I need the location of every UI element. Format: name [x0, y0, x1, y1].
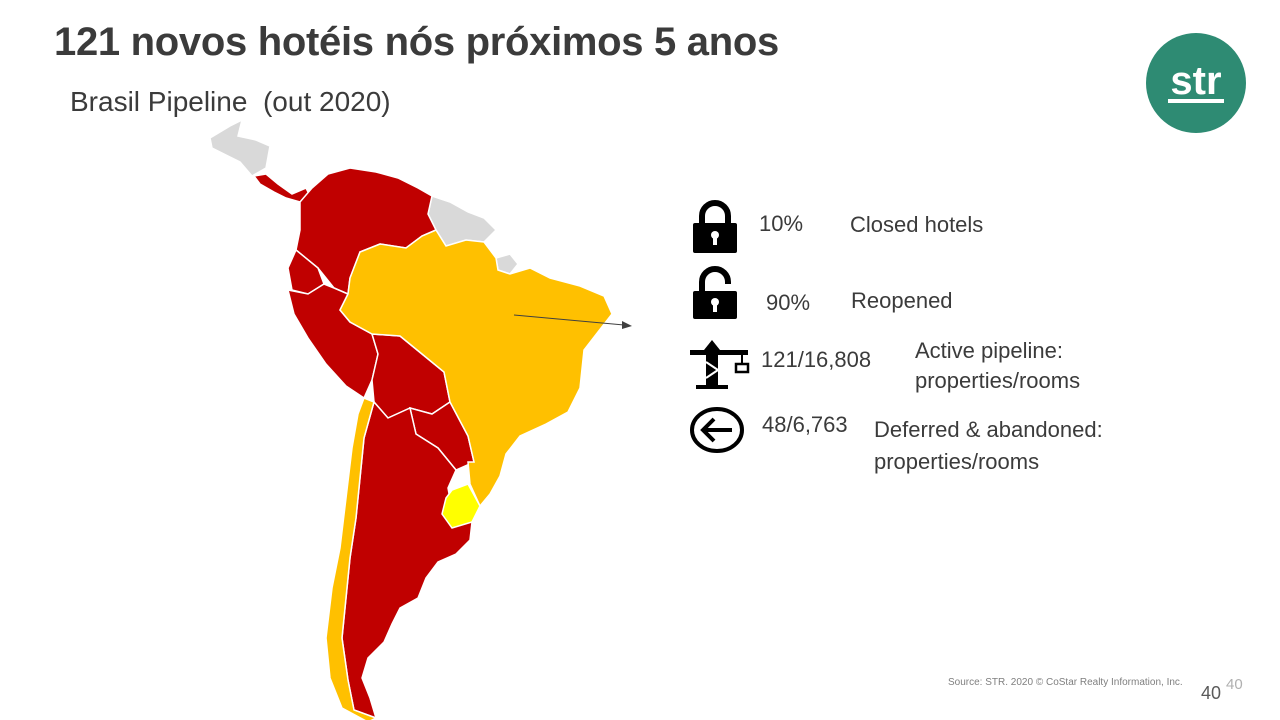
str-logo: str	[1146, 33, 1246, 133]
south-america-map	[209, 118, 613, 720]
stat-closed-label: Closed hotels	[850, 212, 984, 237]
stat-closed-value: 10%	[759, 211, 804, 236]
page-number: 40	[1201, 683, 1222, 703]
stat-pipeline-label-1: Active pipeline:	[915, 338, 1063, 363]
construction-crane-icon	[690, 340, 750, 389]
map-region-chile	[325, 397, 378, 720]
stat-reopened-value: 90%	[766, 290, 811, 315]
stat-deferred-label-2: properties/rooms	[874, 449, 1040, 474]
connector-arrow	[513, 314, 632, 329]
source-note: Source: STR. 2020 © CoStar Realty Inform…	[948, 677, 1183, 688]
stat-pipeline-value: 121/16,808	[761, 347, 872, 372]
slide-title: 121 novos hotéis nós próximos 5 anos	[54, 20, 779, 64]
lock-closed-icon	[693, 200, 737, 253]
page-number-ghost: 40	[1226, 676, 1243, 693]
map-region-brazil	[339, 229, 613, 508]
stat-reopened-label: Reopened	[851, 288, 953, 313]
stat-deferred-label-1: Deferred & abandoned:	[874, 417, 1103, 442]
stat-deferred-value: 48/6,763	[762, 412, 848, 437]
arrow-left-circle-icon	[690, 407, 744, 453]
lock-open-icon	[693, 266, 737, 319]
map-region-central-america	[209, 118, 271, 177]
stat-pipeline-label-2: properties/rooms	[915, 368, 1081, 393]
logo-text: str	[1168, 59, 1224, 103]
slide-subtitle: Brasil Pipeline (out 2020)	[70, 86, 391, 117]
map-region-uruguay	[441, 483, 481, 529]
